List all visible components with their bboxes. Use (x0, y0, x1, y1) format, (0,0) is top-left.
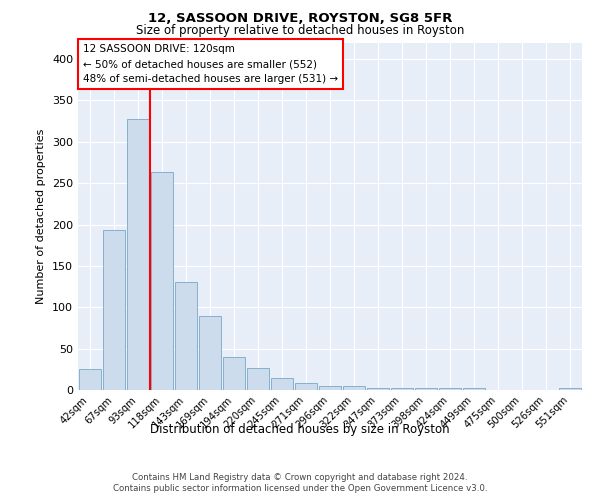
Bar (247, 368, 269, 390)
Bar (439, 388, 461, 390)
Bar (151, 172, 173, 390)
Y-axis label: Number of detached properties: Number of detached properties (37, 128, 46, 304)
Bar (391, 388, 413, 390)
Bar (367, 388, 389, 390)
Text: 12 SASSOON DRIVE: 120sqm
← 50% of detached houses are smaller (552)
48% of semi-: 12 SASSOON DRIVE: 120sqm ← 50% of detach… (83, 44, 338, 84)
Bar (463, 388, 485, 390)
Bar (295, 382, 317, 390)
Bar (175, 282, 197, 390)
Bar (559, 388, 581, 390)
Bar (415, 388, 437, 390)
Bar (79, 370, 101, 390)
Text: Size of property relative to detached houses in Royston: Size of property relative to detached ho… (136, 24, 464, 37)
Bar (199, 316, 221, 390)
Bar (343, 386, 365, 390)
Text: Contains HM Land Registry data © Crown copyright and database right 2024.: Contains HM Land Registry data © Crown c… (132, 472, 468, 482)
Bar (103, 230, 125, 390)
Text: Distribution of detached houses by size in Royston: Distribution of detached houses by size … (150, 422, 450, 436)
Bar (319, 386, 341, 390)
Bar (127, 118, 149, 390)
Bar (223, 357, 245, 390)
Bar (271, 378, 293, 390)
Text: Contains public sector information licensed under the Open Government Licence v3: Contains public sector information licen… (113, 484, 487, 493)
Text: 12, SASSOON DRIVE, ROYSTON, SG8 5FR: 12, SASSOON DRIVE, ROYSTON, SG8 5FR (148, 12, 452, 26)
